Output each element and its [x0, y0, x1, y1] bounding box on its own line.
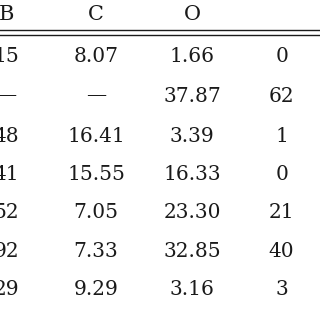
Text: —: —: [86, 86, 106, 106]
Text: 52: 52: [0, 203, 19, 222]
Text: —: —: [0, 86, 16, 106]
Text: 9.29: 9.29: [74, 280, 118, 299]
Text: 7.05: 7.05: [74, 203, 118, 222]
Text: 21: 21: [269, 203, 294, 222]
Text: 15.55: 15.55: [67, 165, 125, 184]
Text: C: C: [88, 5, 104, 24]
Text: 48: 48: [0, 126, 19, 146]
Text: 23.30: 23.30: [163, 203, 221, 222]
Text: 32.85: 32.85: [163, 242, 221, 261]
Text: 3: 3: [275, 280, 288, 299]
Text: 8.07: 8.07: [74, 46, 118, 66]
Text: 3.16: 3.16: [170, 280, 214, 299]
Text: 1: 1: [275, 126, 288, 146]
Text: 16.41: 16.41: [67, 126, 125, 146]
Text: 62: 62: [269, 86, 294, 106]
Text: 7.33: 7.33: [74, 242, 118, 261]
Text: 40: 40: [269, 242, 294, 261]
Text: 92: 92: [0, 242, 19, 261]
Text: B: B: [0, 5, 14, 24]
Text: 29: 29: [0, 280, 19, 299]
Text: 1.66: 1.66: [170, 46, 214, 66]
Text: O: O: [183, 5, 201, 24]
Text: 0: 0: [275, 46, 288, 66]
Text: 16.33: 16.33: [163, 165, 221, 184]
Text: 0: 0: [275, 165, 288, 184]
Text: 15: 15: [0, 46, 19, 66]
Text: 37.87: 37.87: [163, 86, 221, 106]
Text: 41: 41: [0, 165, 19, 184]
Text: 3.39: 3.39: [170, 126, 214, 146]
